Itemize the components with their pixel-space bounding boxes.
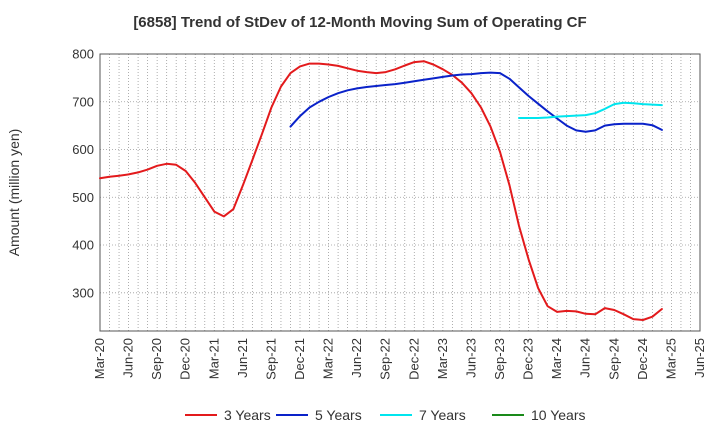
legend-label: 7 Years bbox=[419, 407, 466, 423]
y-tick-label: 300 bbox=[72, 285, 94, 300]
x-tick-label: Jun-23 bbox=[463, 338, 478, 378]
plot-background bbox=[100, 54, 700, 331]
x-tick-label: Mar-22 bbox=[321, 338, 336, 379]
chart-title: [6858] Trend of StDev of 12-Month Moving… bbox=[133, 14, 587, 31]
y-axis-title: Amount (million yen) bbox=[6, 129, 22, 257]
series-line bbox=[518, 101, 663, 119]
x-tick-label: Dec-23 bbox=[521, 338, 536, 380]
x-tick-label: Mar-24 bbox=[549, 338, 564, 379]
legend-label: 10 Years bbox=[531, 407, 586, 423]
x-tick-label: Sep-24 bbox=[606, 338, 621, 380]
x-tick-label: Jun-22 bbox=[349, 338, 364, 378]
x-tick-label: Mar-23 bbox=[435, 338, 450, 379]
x-tick-label: Sep-22 bbox=[378, 338, 393, 380]
x-tick-label: Mar-21 bbox=[206, 338, 221, 379]
x-tick-label: Mar-20 bbox=[92, 338, 107, 379]
y-tick-label: 800 bbox=[72, 47, 94, 62]
x-tick-label: Dec-24 bbox=[635, 338, 650, 380]
x-tick-label: Dec-22 bbox=[406, 338, 421, 380]
x-tick-label: Jun-25 bbox=[692, 338, 707, 378]
x-tick-label: Jun-20 bbox=[121, 338, 136, 378]
gridlines bbox=[100, 54, 700, 331]
legend-label: 5 Years bbox=[315, 407, 362, 423]
x-tick-label: Dec-20 bbox=[178, 338, 193, 380]
x-tick-label: Mar-25 bbox=[663, 338, 678, 379]
x-tick-label: Jun-24 bbox=[578, 338, 593, 378]
plot-frame bbox=[99, 53, 701, 332]
x-tick-label: Sep-23 bbox=[492, 338, 507, 380]
x-axis-ticks: Mar-20 Jun-20 Sep-20 Dec-20 Mar-21 Jun-21 Sep-… bbox=[92, 338, 707, 380]
legend: 3 Years 5 Years 7 Years 10 Years bbox=[185, 407, 586, 423]
y-tick-label: 500 bbox=[72, 190, 94, 205]
y-tick-label: 600 bbox=[72, 142, 94, 157]
x-tick-label: Jun-21 bbox=[235, 338, 250, 378]
x-tick-label: Dec-21 bbox=[292, 338, 307, 380]
series-lines bbox=[99, 60, 663, 321]
x-tick-label: Sep-20 bbox=[149, 338, 164, 380]
series-line bbox=[289, 71, 663, 133]
legend-label: 3 Years bbox=[224, 407, 271, 423]
series-line bbox=[99, 60, 663, 321]
y-tick-label: 400 bbox=[72, 238, 94, 253]
x-tick-label: Sep-21 bbox=[263, 338, 278, 380]
y-axis-ticks: 300 400 500 600 700 800 bbox=[72, 47, 94, 301]
y-tick-label: 700 bbox=[72, 94, 94, 109]
